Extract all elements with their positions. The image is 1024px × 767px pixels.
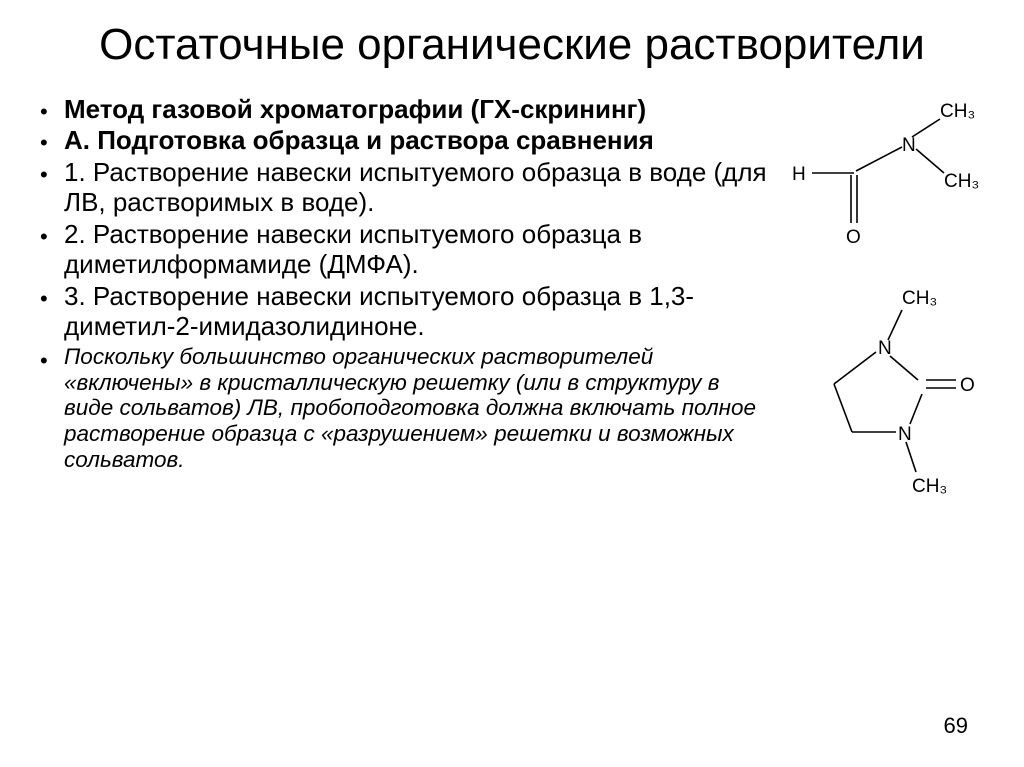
- slide-title: Остаточные органические растворители: [40, 20, 984, 71]
- bullet-item: • А. Подготовка образца и раствора сравн…: [40, 126, 774, 156]
- bullet-item: • 3. Растворение навески испытуемого обр…: [40, 282, 774, 342]
- atom-label: H: [792, 164, 806, 185]
- atom-label: O: [846, 227, 861, 248]
- bullet-dot: •: [40, 344, 64, 473]
- bullet-item: • Поскольку большинство органических рас…: [40, 344, 774, 473]
- bullet-item: • 2. Растворение навески испытуемого обр…: [40, 220, 774, 280]
- bullet-dot: •: [40, 126, 64, 156]
- bullet-dot: •: [40, 158, 64, 218]
- bullet-dot: •: [40, 220, 64, 280]
- bullet-text: Метод газовой хроматографии (ГХ-скрининг…: [64, 95, 646, 125]
- bullet-item: • Метод газовой хроматографии (ГХ-скрини…: [40, 95, 774, 125]
- bullet-text: 3. Растворение навески испытуемого образ…: [64, 282, 774, 342]
- chemical-structures: H N O CH₃ CH₃: [784, 95, 984, 510]
- imidazolidinone-structure: N N O CH₃ CH₃: [784, 280, 984, 510]
- atom-label: N: [878, 338, 892, 359]
- page-number: 69: [944, 713, 968, 739]
- bullet-text: 2. Растворение навески испытуемого образ…: [64, 220, 774, 280]
- atom-label: O: [960, 375, 975, 396]
- bullet-list: • Метод газовой хроматографии (ГХ-скрини…: [40, 95, 784, 510]
- bullet-item: • 1. Растворение навески испытуемого обр…: [40, 158, 774, 218]
- bullet-text: 1. Растворение навески испытуемого образ…: [64, 158, 774, 218]
- content-area: • Метод газовой хроматографии (ГХ-скрини…: [40, 95, 984, 510]
- atom-label: CH₃: [940, 101, 975, 122]
- atom-label: CH₃: [944, 171, 979, 192]
- atom-label: N: [898, 424, 912, 445]
- bullet-text: А. Подготовка образца и раствора сравнен…: [64, 126, 654, 156]
- bullet-text: Поскольку большинство органических раств…: [64, 344, 774, 473]
- dmfa-structure: H N O CH₃ CH₃: [784, 95, 984, 270]
- atom-label: CH₃: [902, 288, 937, 309]
- atom-label: CH₃: [912, 476, 947, 497]
- bullet-dot: •: [40, 282, 64, 342]
- atom-label: N: [902, 135, 916, 156]
- bullet-dot: •: [40, 95, 64, 125]
